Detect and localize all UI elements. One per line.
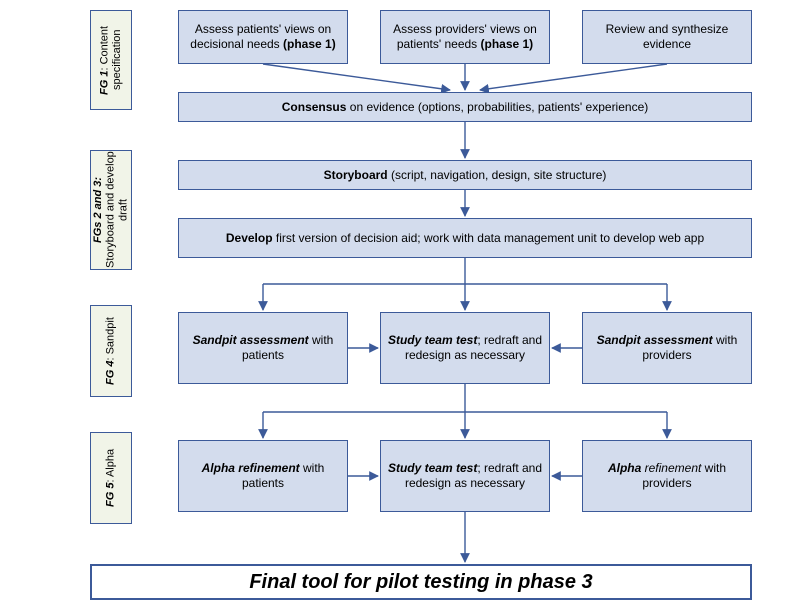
side-label-s2: FGs 2 and 3: Storyboard and develop draf… [90, 150, 132, 270]
side-label-s3: FG 4: Sandpit [90, 305, 132, 397]
box-b8: Study team test; redraft and redesign as… [380, 312, 550, 384]
side-label-s1: FG 1: Content specification [90, 10, 132, 110]
box-b5: Storyboard (script, navigation, design, … [178, 160, 752, 190]
box-b7: Sandpit assessment with patients [178, 312, 348, 384]
box-b11: Study team test; redraft and redesign as… [380, 440, 550, 512]
box-b3: Review and synthesize evidence [582, 10, 752, 64]
box-b12: Alpha refinement with providers [582, 440, 752, 512]
box-b4: Consensus on evidence (options, probabil… [178, 92, 752, 122]
box-b1: Assess patients' views on decisional nee… [178, 10, 348, 64]
side-label-s4: FG 5: Alpha [90, 432, 132, 524]
box-b6: Develop first version of decision aid; w… [178, 218, 752, 258]
box-b10: Alpha refinement with patients [178, 440, 348, 512]
final-box: Final tool for pilot testing in phase 3 [90, 564, 752, 600]
box-b2: Assess providers' views on patients' nee… [380, 10, 550, 64]
final-text: Final tool for pilot testing in phase 3 [249, 571, 592, 594]
box-b9: Sandpit assessment with providers [582, 312, 752, 384]
flowchart-canvas: FG 1: Content specification FGs 2 and 3: … [0, 0, 800, 606]
